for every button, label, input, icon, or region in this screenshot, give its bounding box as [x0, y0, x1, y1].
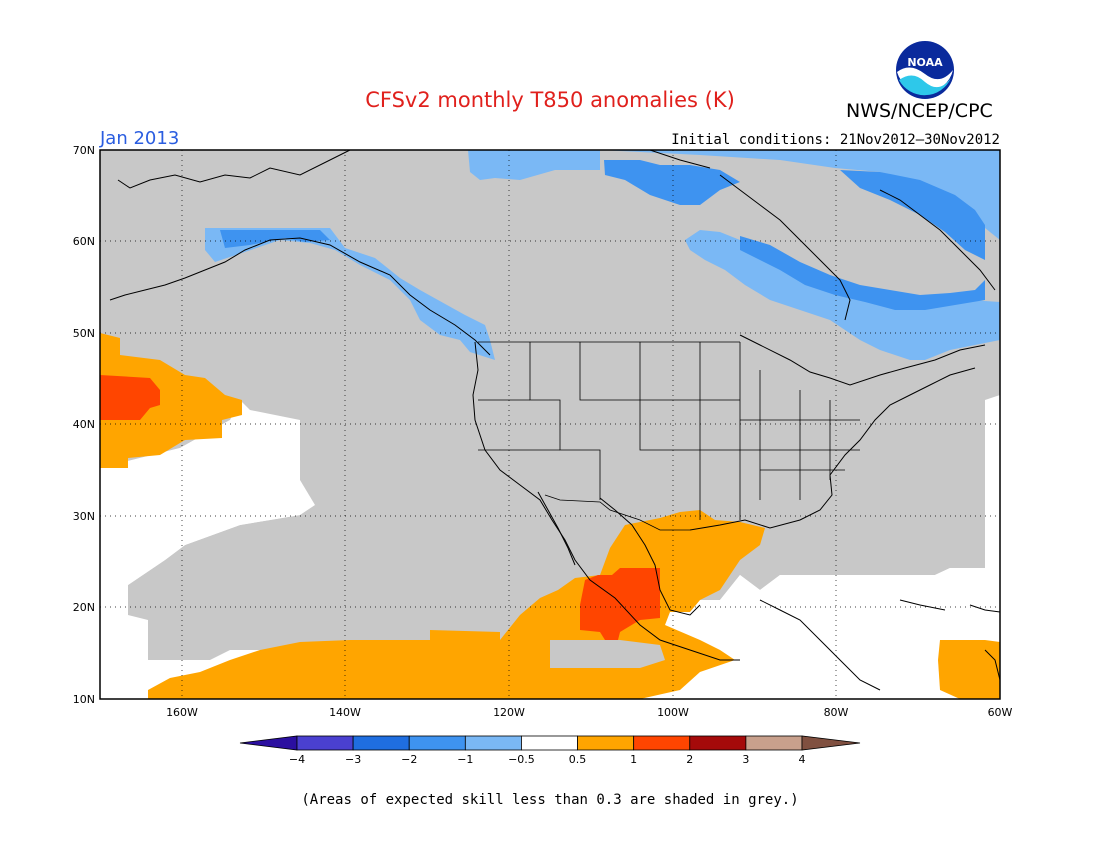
- lon-tick-160W: 160W: [166, 706, 198, 719]
- lat-tick-50N: 50N: [73, 327, 95, 340]
- colorbar-label: −0.5: [508, 753, 535, 766]
- political-borders: [478, 341, 860, 531]
- coastlines: [109, 149, 1001, 691]
- colorbar-label: 4: [799, 753, 806, 766]
- colorbar-swatch: [296, 735, 354, 751]
- lat-tick-40N: 40N: [73, 418, 95, 431]
- colorbar-label: 0.5: [569, 753, 587, 766]
- lat-tick-60N: 60N: [73, 235, 95, 248]
- grey-skill-mask-mexico: [550, 640, 665, 668]
- colorbar-label: −2: [401, 753, 417, 766]
- lon-axis-labels: 160W 140W 120W 100W 80W 60W: [166, 706, 1012, 719]
- colorbar-swatch: [408, 735, 466, 751]
- colorbar-swatch: [689, 735, 747, 751]
- forecast-month: Jan 2013: [100, 128, 180, 149]
- colorbar-label: −1: [457, 753, 473, 766]
- colorbar-label: 1: [630, 753, 637, 766]
- colorbar-swatch: [521, 735, 578, 751]
- colorbar-label: −3: [345, 753, 361, 766]
- lat-tick-20N: 20N: [73, 601, 95, 614]
- noaa-logo-text: NOAA: [907, 56, 943, 69]
- colorbar-swatch: [352, 735, 410, 751]
- lon-tick-60W: 60W: [988, 706, 1013, 719]
- colorbar-label: 3: [742, 753, 749, 766]
- agency-label: NWS/NCEP/CPC: [846, 100, 993, 122]
- lat-tick-70N: 70N: [73, 144, 95, 157]
- colorbar-swatch: [464, 735, 522, 751]
- colorbar-label: 2: [686, 753, 693, 766]
- white-neutral-pacific: [100, 420, 315, 590]
- colorbar-arrow-high: [801, 735, 861, 751]
- lon-tick-140W: 140W: [329, 706, 361, 719]
- colorbar: −4 −3 −2 −1 −0.5 0.5 1 2 3 4: [239, 735, 861, 766]
- negative-anomaly-blue: [220, 160, 985, 310]
- colorbar-swatch: [633, 735, 691, 751]
- lat-tick-10N: 10N: [73, 693, 95, 706]
- lat-tick-30N: 30N: [73, 510, 95, 523]
- initial-conditions: Initial conditions: 21Nov2012–30Nov2012: [671, 132, 1000, 148]
- graticule: [100, 150, 1000, 699]
- lon-tick-80W: 80W: [824, 706, 849, 719]
- colorbar-swatch: [745, 735, 803, 751]
- skill-footnote: (Areas of expected skill less than 0.3 a…: [301, 792, 799, 808]
- noaa-logo: NOAA: [895, 40, 955, 100]
- colorbar-swatch: [577, 735, 635, 751]
- map-title: CFSv2 monthly T850 anomalies (K): [365, 88, 735, 112]
- lon-tick-100W: 100W: [657, 706, 689, 719]
- colorbar-arrow-low: [239, 735, 298, 751]
- white-neutral-caribbean: [700, 568, 1000, 699]
- lat-axis-labels: 70N 60N 50N 40N 30N 20N 10N: [73, 144, 95, 706]
- colorbar-label: −4: [289, 753, 305, 766]
- lon-tick-120W: 120W: [493, 706, 525, 719]
- map-frame: [99, 149, 1001, 700]
